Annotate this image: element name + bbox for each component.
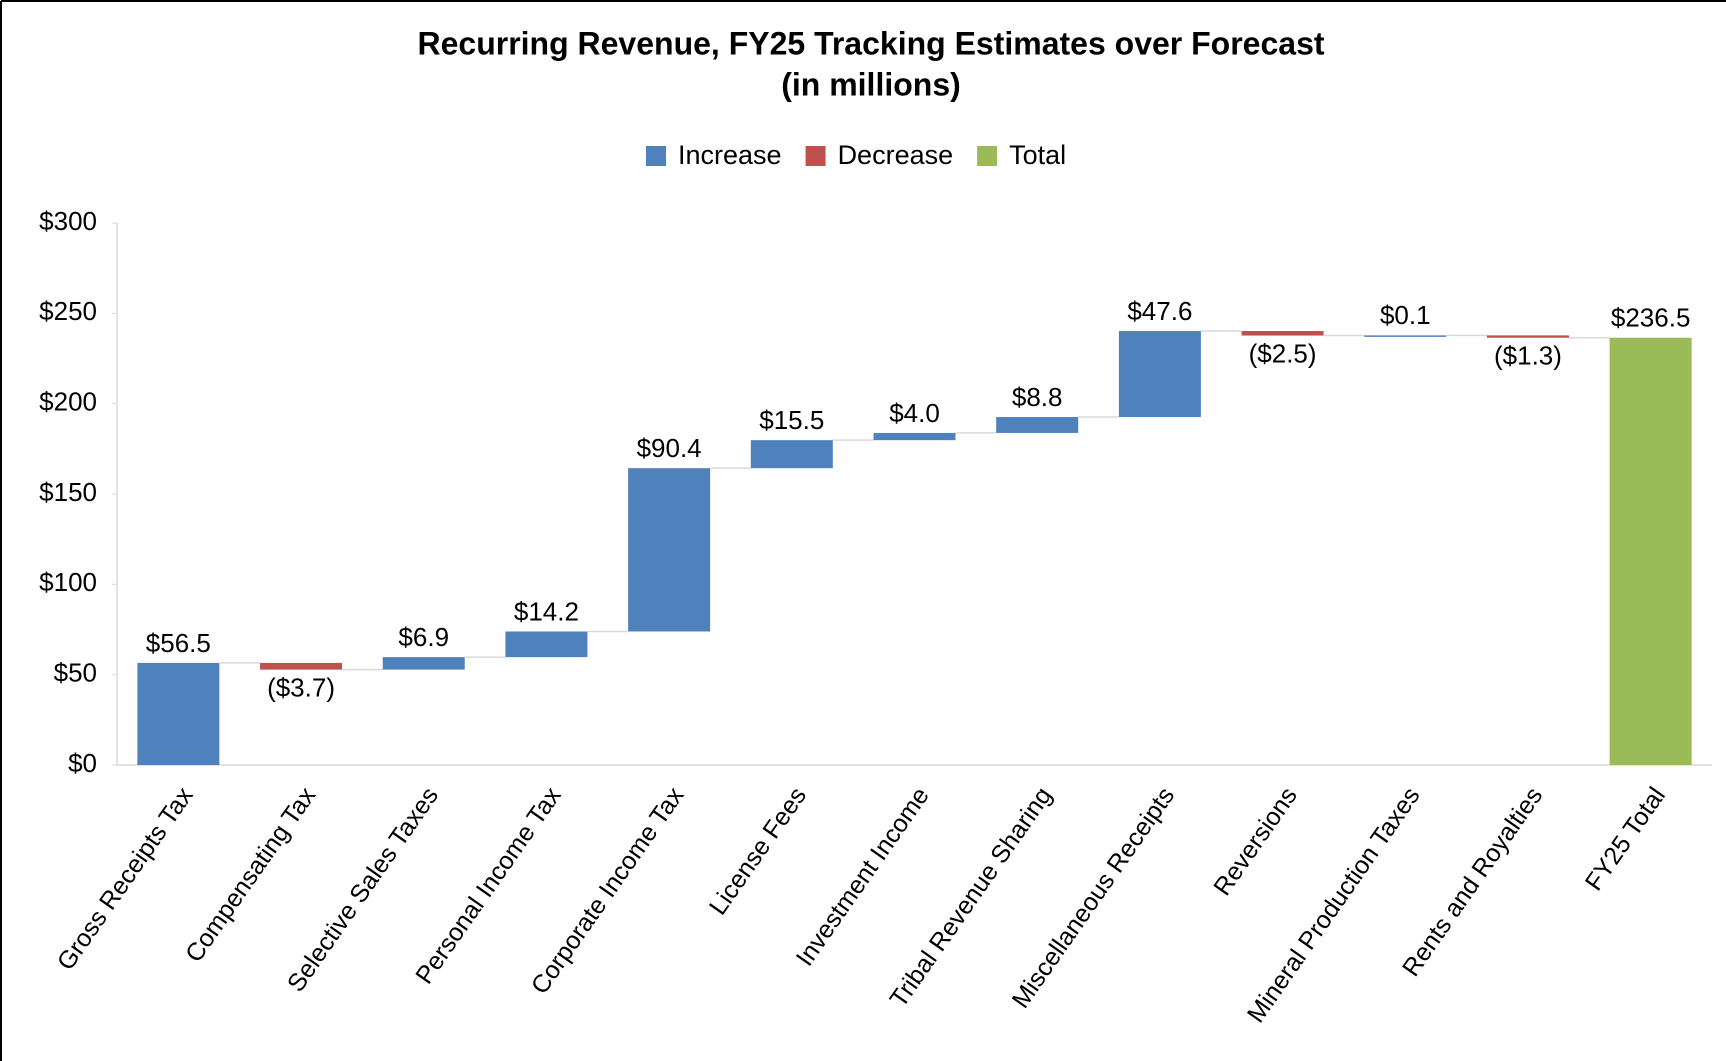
chart-title: Recurring Revenue, FY25 Tracking Estimat… [417, 25, 1324, 61]
value-label: ($1.3) [1494, 341, 1562, 371]
legend-swatch [646, 146, 666, 166]
legend-swatch [805, 146, 826, 166]
chart-subtitle: (in millions) [781, 66, 961, 102]
value-label: $90.4 [637, 433, 702, 463]
value-label: $6.9 [398, 622, 449, 652]
x-tick-label: Rents and Royalties [1397, 782, 1548, 981]
value-label: $15.5 [759, 405, 824, 435]
value-label: $4.0 [889, 398, 940, 428]
value-label: ($2.5) [1249, 338, 1317, 368]
y-tick-label: $150 [39, 477, 97, 507]
y-tick-label: $0 [68, 748, 97, 778]
value-label: $47.6 [1127, 296, 1192, 326]
y-tick-label: $100 [39, 567, 97, 597]
bar [505, 631, 588, 658]
bar [996, 417, 1079, 433]
value-label: $56.5 [146, 628, 211, 658]
value-label: $14.2 [514, 596, 579, 626]
value-label: $8.8 [1012, 382, 1063, 412]
legend-label: Decrease [838, 140, 954, 170]
x-tick-label: Gross Receipts Tax [52, 782, 199, 976]
y-tick-label: $250 [39, 296, 97, 326]
bar [137, 662, 220, 765]
value-label: $236.5 [1611, 303, 1691, 333]
bar [382, 657, 465, 670]
bar [873, 432, 956, 441]
bar [1609, 337, 1692, 765]
bar [260, 662, 343, 670]
x-tick-label: Compensating Tax [180, 782, 322, 968]
legend-label: Increase [678, 140, 782, 170]
bar [1241, 331, 1324, 336]
y-tick-label: $200 [39, 387, 97, 417]
x-tick-label: FY25 Total [1580, 782, 1671, 896]
x-tick-label: Investment Income [791, 782, 935, 971]
value-label: ($3.7) [267, 672, 335, 702]
legend-label: Total [1009, 140, 1066, 170]
y-tick-label: $50 [54, 658, 97, 688]
bar [750, 440, 833, 469]
y-tick-label: $300 [39, 206, 97, 236]
bar [628, 468, 711, 632]
legend-swatch [977, 146, 998, 166]
bar [1118, 331, 1201, 418]
x-tick-label: Reversions [1208, 782, 1303, 901]
value-label: $0.1 [1380, 300, 1431, 330]
x-tick-label: License Fees [704, 782, 812, 920]
bar [1364, 335, 1447, 337]
bar [1486, 335, 1569, 338]
